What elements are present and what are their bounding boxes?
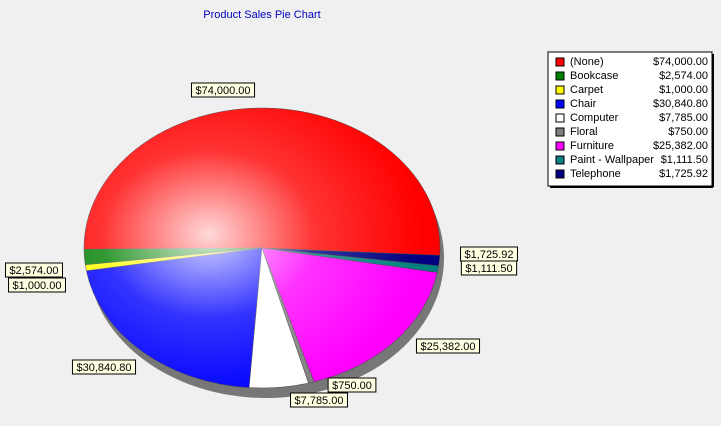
data-label-box	[415, 338, 481, 354]
legend-value: $30,840.80	[653, 98, 708, 110]
data-label: $1,111.50	[465, 263, 512, 275]
legend-value: $74,000.00	[653, 56, 708, 68]
data-label-box	[460, 246, 518, 262]
legend-value: $1,725.92	[659, 168, 708, 180]
legend-swatch	[555, 71, 565, 81]
data-label-box	[327, 377, 377, 393]
data-label: $74,000.00	[195, 85, 250, 97]
legend-value: $1,000.00	[659, 84, 708, 96]
legend-swatch	[555, 127, 565, 137]
legend-swatch	[555, 141, 565, 151]
legend-label: (None)	[570, 56, 604, 68]
data-label-box	[190, 82, 256, 98]
legend-swatch	[555, 57, 565, 67]
legend-label: Computer	[570, 112, 619, 124]
data-label: $2,574.00	[10, 265, 59, 277]
data-label-box	[5, 262, 63, 278]
legend-value: $750.00	[668, 126, 708, 138]
legend-value: $7,785.00	[659, 112, 708, 124]
data-label-box	[71, 359, 137, 375]
legend-value: $1,111.50	[661, 154, 708, 166]
legend-value: $2,574.00	[659, 70, 708, 82]
legend-label: Floral	[570, 126, 598, 138]
data-label: $25,382.00	[420, 341, 475, 353]
data-label: $750.00	[332, 380, 372, 392]
legend-label: Carpet	[570, 84, 603, 96]
data-label-box	[290, 392, 348, 408]
legend-value: $25,382.00	[653, 140, 708, 152]
data-label-box	[8, 277, 66, 293]
data-label: $1,000.00	[13, 280, 62, 292]
legend-swatch	[555, 85, 565, 95]
legend-swatch	[555, 155, 565, 165]
legend-label: Furniture	[570, 140, 614, 152]
legend-label: Chair	[570, 98, 597, 110]
legend-swatch	[555, 169, 565, 179]
legend-swatch	[555, 99, 565, 109]
chart-title: Product Sales Pie Chart	[203, 9, 320, 21]
data-label: $30,840.80	[76, 362, 131, 374]
legend-label: Bookcase	[570, 70, 618, 82]
data-label: $7,785.00	[295, 395, 344, 407]
legend-label: Telephone	[570, 168, 621, 180]
data-label: $1,725.92	[465, 249, 514, 261]
legend-label: Paint - Wallpaper	[570, 154, 654, 166]
legend-swatch	[555, 113, 565, 123]
